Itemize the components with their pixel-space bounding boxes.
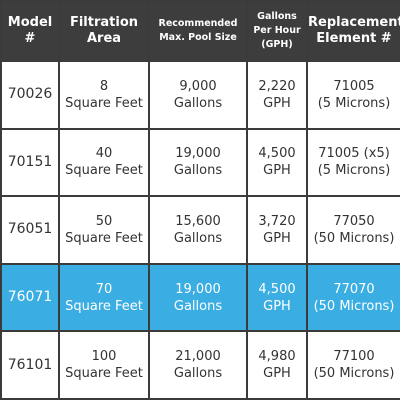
table-cell: 76051 xyxy=(0,195,60,265)
table-cell: 19,000 Gallons xyxy=(148,262,248,333)
cell-line: Model xyxy=(7,15,53,30)
cell-line: 71005 (x5) xyxy=(318,146,390,162)
table-row: 70151 40 Square Feet 19,000 Gallons 4,500 GPH 7… xyxy=(0,127,400,198)
cell-line: 4,980 xyxy=(258,349,296,365)
cell-line: 50 xyxy=(95,213,113,229)
header-cell: Gallons Per Hour (GPH) xyxy=(246,0,308,62)
cell-line: (50 Microns) xyxy=(313,366,395,382)
cell-line: GPH xyxy=(263,163,291,179)
cell-line: 76101 xyxy=(7,356,53,373)
table-cell: 4,500 GPH xyxy=(246,127,308,198)
table-cell: 70151 xyxy=(0,127,60,198)
table-cell: 2,220 GPH xyxy=(246,60,308,130)
cell-line: GPH xyxy=(263,230,291,246)
table-cell: 76071 xyxy=(0,262,60,333)
cell-line: 19,000 xyxy=(175,281,221,297)
table-cell: 70 Square Feet xyxy=(58,262,150,333)
cell-line: GPH xyxy=(263,298,291,314)
header-cell: Replacement Element # xyxy=(306,0,400,62)
header-cell: Model # xyxy=(0,0,60,62)
table-cell: 70026 xyxy=(0,60,60,130)
cell-line: 77070 xyxy=(333,281,375,297)
table-cell: 9,000 Gallons xyxy=(148,60,248,130)
cell-line: Square Feet xyxy=(65,366,143,382)
table-cell: 19,000 Gallons xyxy=(148,127,248,198)
table-cell: 71005 (5 Microns) xyxy=(306,60,400,130)
cell-line: GPH xyxy=(263,366,291,382)
cell-line: Recommended xyxy=(158,18,238,29)
cell-line: (50 Microns) xyxy=(313,230,395,246)
header-cell: Recommended Max. Pool Size xyxy=(148,0,248,62)
table-cell: 4,500 GPH xyxy=(246,262,308,333)
table-row: 70026 8 Square Feet 9,000 Gallons 2,220 GPH 710… xyxy=(0,60,400,130)
table-header: Model # Filtration Area Recommended Max. Pool… xyxy=(0,0,400,62)
cell-line: Gallons xyxy=(173,230,223,246)
cell-line: # xyxy=(24,31,36,46)
cell-line: 70 xyxy=(95,281,113,297)
cell-line: 76071 xyxy=(7,289,53,306)
cell-line: Max. Pool Size xyxy=(159,32,237,43)
cell-line: 21,000 xyxy=(175,349,221,365)
cell-line: (50 Microns) xyxy=(313,298,395,314)
cell-line: 15,600 xyxy=(175,213,221,229)
table-cell: 77050 (50 Microns) xyxy=(306,195,400,265)
cell-line: Square Feet xyxy=(65,230,143,246)
cell-line: Gallons xyxy=(173,366,223,382)
cell-line: Gallons xyxy=(173,95,223,111)
cell-line: 4,500 xyxy=(258,281,296,297)
cell-line: 4,500 xyxy=(258,146,296,162)
cell-line: 3,720 xyxy=(258,213,296,229)
table-cell: 21,000 Gallons xyxy=(148,330,248,400)
cell-line: (GPH) xyxy=(261,39,293,50)
cell-line: Gallons xyxy=(173,163,223,179)
cell-line: 70151 xyxy=(7,153,53,170)
cell-line: 40 xyxy=(95,146,113,162)
table-cell: 40 Square Feet xyxy=(58,127,150,198)
table-cell: 77100 (50 Microns) xyxy=(306,330,400,400)
header-row: Model # Filtration Area Recommended Max. Pool… xyxy=(0,0,400,62)
cell-line: Gallons xyxy=(257,11,297,22)
cell-line: GPH xyxy=(263,95,291,111)
cell-line: 2,220 xyxy=(258,78,296,94)
table-row: 76071 70 Square Feet 19,000 Gallons 4,500 GPH 7… xyxy=(0,262,400,333)
table-row: 76101 100 Square Feet 21,000 Gallons 4,980 GPH… xyxy=(0,330,400,400)
cell-line: 71005 xyxy=(333,78,375,94)
table-cell: 4,980 GPH xyxy=(246,330,308,400)
table-cell: 100 Square Feet xyxy=(58,330,150,400)
cell-line: Square Feet xyxy=(65,298,143,314)
table-cell: 3,720 GPH xyxy=(246,195,308,265)
table-cell: 15,600 Gallons xyxy=(148,195,248,265)
cell-line: Filtration xyxy=(69,15,139,30)
cell-line: 9,000 xyxy=(179,78,217,94)
cell-line: 19,000 xyxy=(175,146,221,162)
cell-line: Replacement xyxy=(308,15,400,30)
cell-line: 77100 xyxy=(333,349,375,365)
table-cell: 76101 xyxy=(0,330,60,400)
cell-line: 77050 xyxy=(333,213,375,229)
table-cell: 50 Square Feet xyxy=(58,195,150,265)
cell-line: 70026 xyxy=(7,86,53,103)
cell-line: Area xyxy=(86,31,122,46)
cell-line: Square Feet xyxy=(65,163,143,179)
cell-line: Square Feet xyxy=(65,95,143,111)
cell-line: Gallons xyxy=(173,298,223,314)
cell-line: Per Hour xyxy=(253,25,301,36)
cell-line: (5 Microns) xyxy=(317,95,391,111)
header-cell: Filtration Area xyxy=(58,0,150,62)
cell-line: 100 xyxy=(91,349,117,365)
table-cell: 71005 (x5) (5 Microns) xyxy=(306,127,400,198)
table-row: 76051 50 Square Feet 15,600 Gallons 3,720 GPH 7… xyxy=(0,195,400,265)
table-body: 70026 8 Square Feet 9,000 Gallons 2,220 GPH 710… xyxy=(0,60,400,400)
table-cell: 8 Square Feet xyxy=(58,60,150,130)
cell-line: 8 xyxy=(99,78,109,94)
table-cell: 77070 (50 Microns) xyxy=(306,262,400,333)
cell-line: 76051 xyxy=(7,221,53,238)
cell-line: Element # xyxy=(316,31,392,46)
cell-line: (5 Microns) xyxy=(317,163,391,179)
